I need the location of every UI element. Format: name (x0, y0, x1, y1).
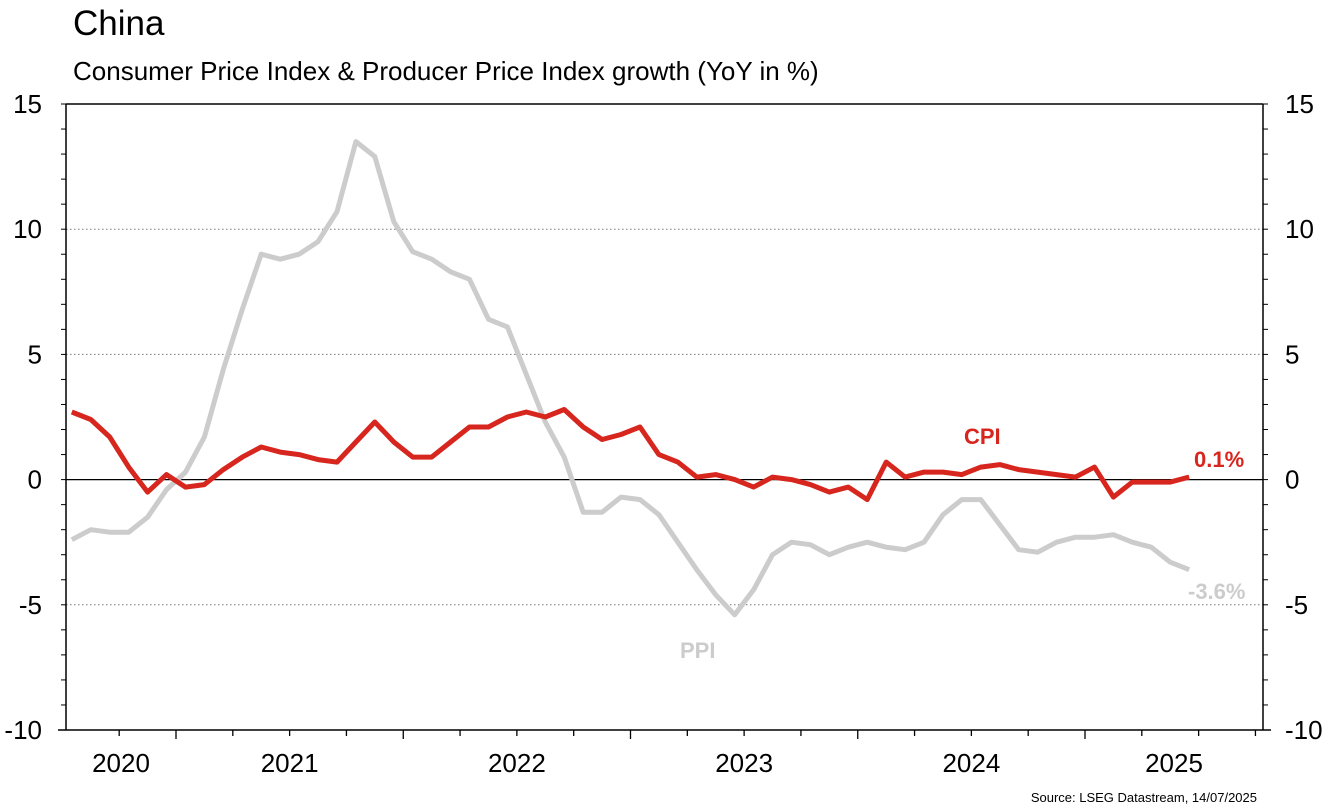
y-tick-label-left: 0 (28, 465, 42, 495)
series-lines (70, 139, 1191, 618)
series-name-ppi: PPI (680, 638, 715, 663)
chart-title: China (73, 4, 165, 43)
y-tick-label-right: 5 (1285, 339, 1299, 369)
axes (58, 103, 1271, 739)
x-tick-label: 2021 (261, 748, 319, 778)
labels: 15 15 10 10 5 5 0 0 -5 -5 -10 -10 2020 2021 2022 2023 20… (4, 89, 1322, 778)
gridlines (66, 228, 1263, 606)
x-tick-label: 2024 (942, 748, 1000, 778)
y-tick-label-right: 10 (1285, 214, 1314, 244)
series-line-ppi (70, 139, 1191, 618)
y-tick-label-left: 5 (28, 339, 42, 369)
y-tick-label-right: 0 (1285, 465, 1299, 495)
y-tick-label-left: 15 (13, 89, 42, 119)
x-tick-label: 2025 (1145, 748, 1203, 778)
y-tick-label-left: 10 (13, 214, 42, 244)
series-line-cpi (70, 407, 1190, 503)
y-tick-label-right: -5 (1285, 590, 1308, 620)
x-tick-label: 2022 (488, 748, 546, 778)
y-tick-label-left: -10 (4, 715, 42, 745)
chart-subtitle: Consumer Price Index & Producer Price In… (73, 56, 819, 86)
end-label-cpi: 0.1% (1194, 447, 1244, 472)
y-tick-label-right: 15 (1285, 89, 1314, 119)
series-name-cpi: CPI (964, 424, 1001, 449)
source-note: Source: LSEG Datastream, 14/07/2025 (1030, 790, 1257, 805)
end-label-ppi: -3.6% (1188, 579, 1245, 604)
y-tick-label-right: -10 (1285, 715, 1323, 745)
y-tick-label-left: -5 (19, 590, 42, 620)
x-tick-label: 2023 (715, 748, 773, 778)
x-tick-label: 2020 (92, 748, 150, 778)
